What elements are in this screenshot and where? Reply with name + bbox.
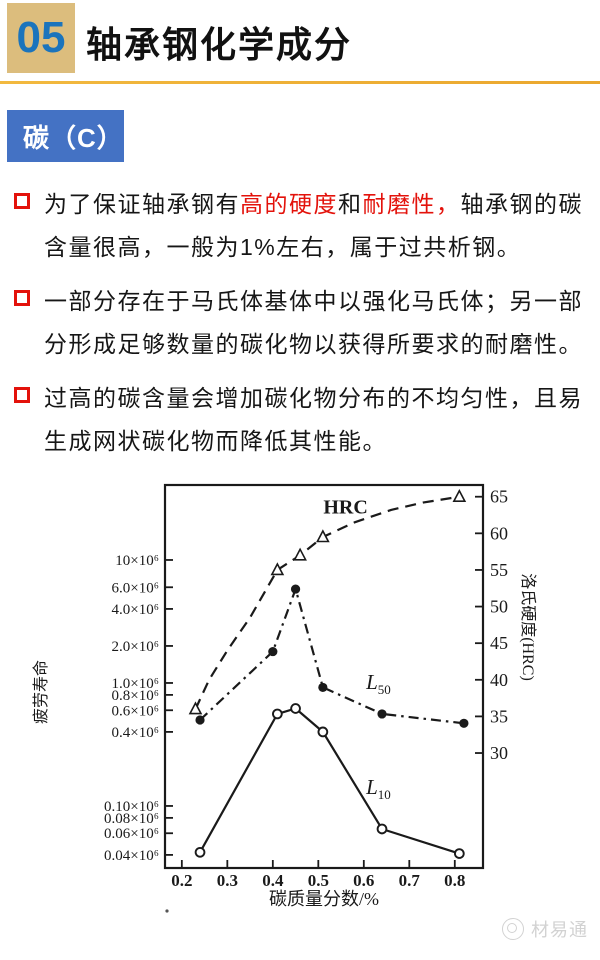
- y-right-tick-label: 40: [490, 670, 508, 690]
- x-tick-label: 0.8: [444, 871, 465, 890]
- bullet-text: 一部分存在于马氏体基体中以强化马氏体；另一部分形成足够数量的碳化物以获得所要求的…: [44, 280, 584, 366]
- x-axis-label: 碳质量分数/%: [269, 889, 379, 909]
- series-line-hrc: [194, 495, 460, 710]
- bullet-list: 为了保证轴承钢有高的硬度和耐磨性，轴承钢的碳含量很高，一般为1%左右，属于过共析…: [10, 183, 595, 474]
- series-line-l10: [199, 707, 460, 855]
- red-square-bullet-icon: [14, 193, 30, 209]
- red-square-bullet-icon: [14, 387, 30, 403]
- y-right-tick-label: 35: [490, 706, 508, 726]
- open-circle-marker: [453, 848, 465, 859]
- filled-circle-marker: [377, 709, 387, 719]
- brand-name: 材易通: [531, 920, 588, 940]
- triangle-marker: [316, 529, 330, 543]
- filled-circle-marker: [268, 646, 278, 657]
- y-left-tick-label: 0.04×10⁶: [104, 848, 159, 864]
- bullet-text: 过高的碳含量会增加碳化物分布的不均匀性，且易生成网状碳化物而降低其性能。: [44, 377, 584, 463]
- y-left-tick-label: 0.8×10⁶: [112, 688, 159, 704]
- y-right-tick-label: 65: [490, 487, 508, 507]
- open-circle-marker: [194, 846, 206, 858]
- brand-logo-icon: [502, 918, 524, 940]
- filled-circle-marker: [290, 584, 301, 594]
- bullet-text-segment: 轴承钢的碳含量很高，一般为1%左右，属于过共析钢。: [44, 191, 583, 260]
- y-left-tick-label: 6.0×10⁶: [112, 580, 159, 596]
- bullet-text-segment: 一部分存在于马氏体基体中以强化马氏体；另一部分形成足够数量的碳化物以获得所要求的…: [44, 288, 583, 357]
- x-tick-label: 0.2: [171, 871, 192, 890]
- y-right-tick-label: 50: [490, 597, 508, 617]
- bullet-text-segment: 过高的碳含量会增加碳化物分布的不均匀性，且易生成网状碳化物而降低其性能。: [44, 385, 583, 454]
- header-divider: [0, 81, 600, 84]
- series-line-l50: [199, 585, 465, 725]
- y-left-tick-label: 10×10⁶: [115, 553, 159, 569]
- bullet-item: 过高的碳含量会增加碳化物分布的不均匀性，且易生成网状碳化物而降低其性能。: [10, 377, 595, 463]
- curve-label-L50: L50: [365, 670, 391, 697]
- bullet-text-segment: 和: [338, 191, 363, 217]
- x-tick-label: 0.3: [217, 871, 238, 890]
- y-left-tick-label: 2.0×10⁶: [112, 639, 159, 655]
- section-number: 05: [16, 13, 66, 62]
- bullet-item: 一部分存在于马氏体基体中以强化马氏体；另一部分形成足够数量的碳化物以获得所要求的…: [10, 280, 595, 366]
- dot-artifact: [165, 909, 169, 913]
- filled-circle-marker: [459, 718, 469, 728]
- triangle-marker: [270, 562, 285, 576]
- triangle-marker: [293, 547, 307, 561]
- y-left-tick-label: 0.4×10⁶: [112, 725, 159, 741]
- triangle-marker: [188, 701, 203, 715]
- open-circle-marker: [290, 703, 301, 714]
- filled-circle-marker: [318, 682, 328, 693]
- y-right-tick-label: 45: [490, 633, 508, 653]
- bullet-text-segment: 耐磨性，: [362, 191, 461, 217]
- bullet-item: 为了保证轴承钢有高的硬度和耐磨性，轴承钢的碳含量很高，一般为1%左右，属于过共析…: [10, 183, 595, 269]
- curve-label-hrc: HRC: [323, 497, 367, 519]
- page-title: 轴承钢化学成分: [86, 24, 353, 65]
- bullet-text-segment: 高的硬度: [240, 191, 338, 217]
- open-circle-marker: [317, 726, 329, 738]
- y-right-tick-label: 55: [490, 560, 508, 580]
- y-right-tick-label: 30: [490, 743, 508, 763]
- y-right-axis-label: 洛氏硬度(HRC): [519, 573, 537, 681]
- topic-badge: 碳（C）: [7, 110, 124, 162]
- y-right-tick-label: 60: [490, 523, 508, 543]
- x-tick-label: 0.4: [262, 871, 284, 890]
- y-left-tick-label: 0.06×10⁶: [104, 826, 159, 842]
- x-tick-label: 0.6: [353, 871, 374, 890]
- y-left-tick-label: 0.08×10⁶: [104, 811, 159, 827]
- bullet-text-segment: 为了保证轴承钢有: [44, 191, 240, 217]
- plot-border: [163, 483, 485, 870]
- open-circle-marker: [376, 823, 388, 835]
- y-left-tick-label: 1.0×10⁶: [112, 676, 159, 692]
- x-tick-label: 0.7: [399, 871, 421, 890]
- y-left-tick-label: 4.0×10⁶: [112, 602, 159, 618]
- watermark: 材易通: [502, 916, 588, 942]
- section-number-box: 05: [7, 3, 75, 73]
- red-square-bullet-icon: [14, 290, 30, 306]
- topic-badge-label: 碳（C）: [23, 122, 124, 153]
- curve-label-L10: L10: [365, 775, 391, 802]
- y-left-axis-label: 疲劳寿命: [32, 660, 50, 724]
- x-tick-label: 0.5: [308, 871, 329, 890]
- bullet-text: 为了保证轴承钢有高的硬度和耐磨性，轴承钢的碳含量很高，一般为1%左右，属于过共析…: [44, 183, 584, 269]
- open-circle-marker: [272, 708, 283, 720]
- y-left-tick-label: 0.6×10⁶: [112, 703, 159, 719]
- y-left-tick-label: 0.10×10⁶: [104, 799, 159, 815]
- triangle-marker: [452, 488, 467, 503]
- filled-circle-marker: [195, 715, 205, 725]
